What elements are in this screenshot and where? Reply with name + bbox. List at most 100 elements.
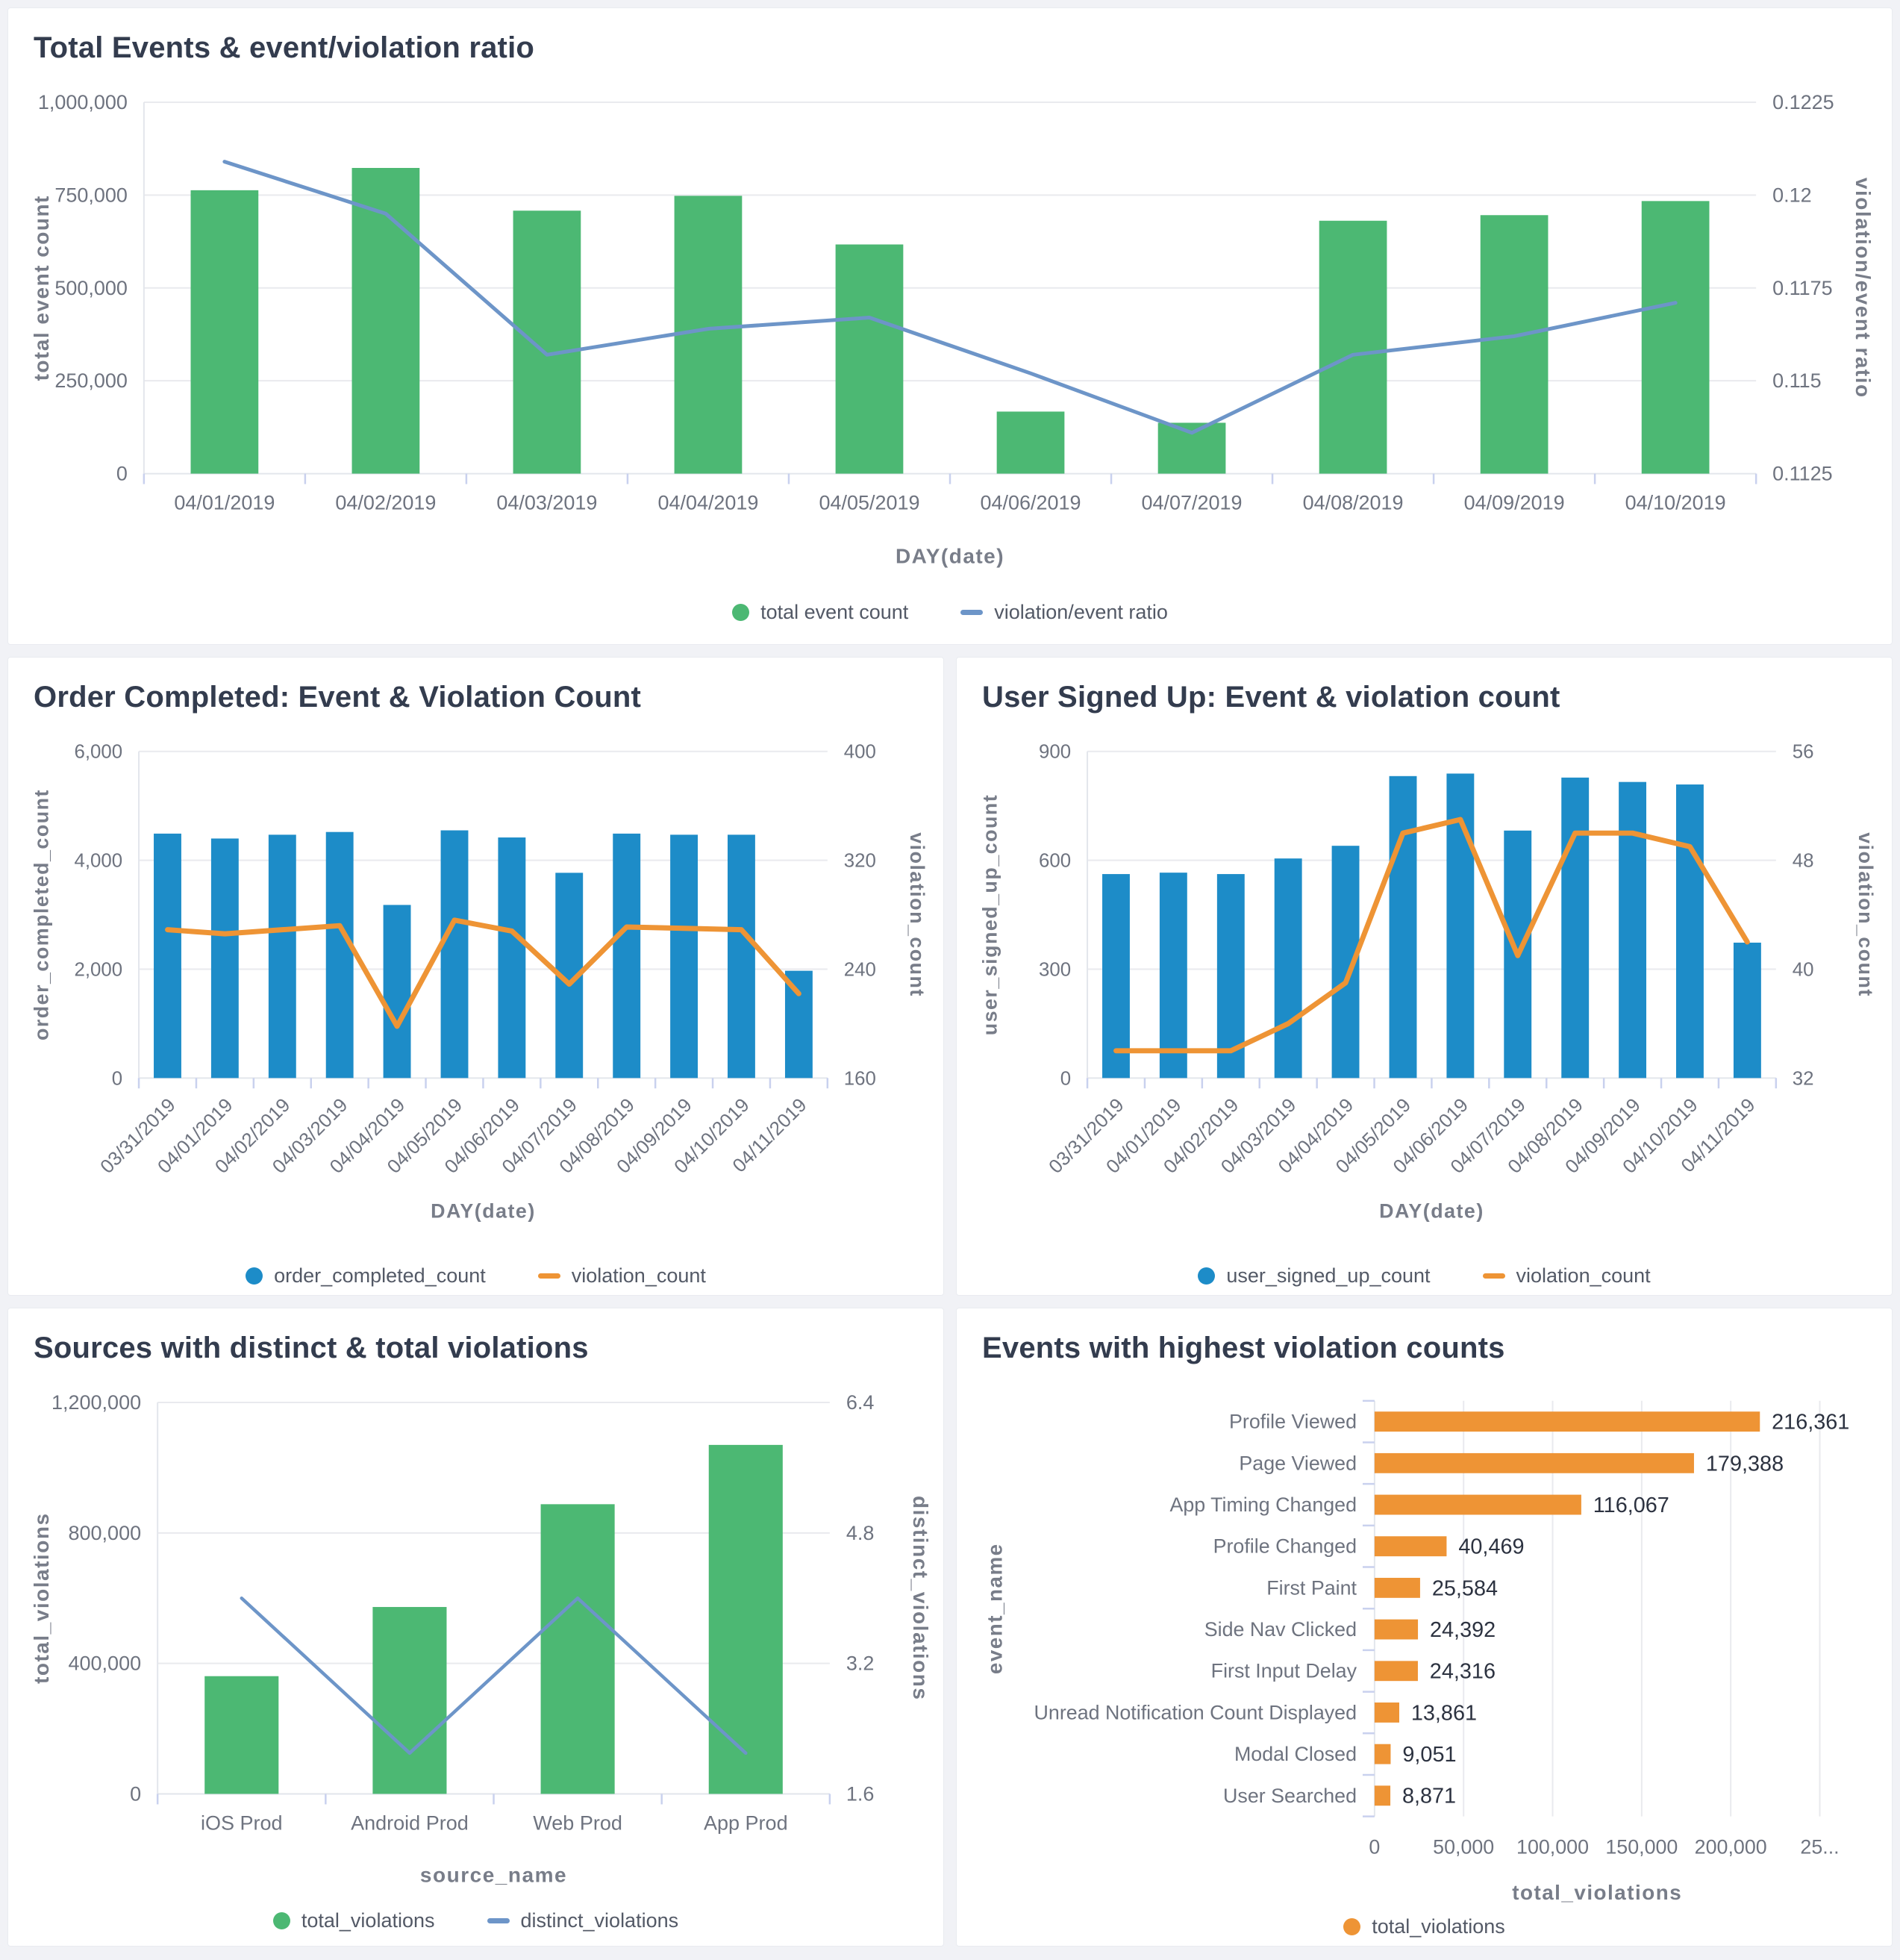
- svg-text:04/04/2019: 04/04/2019: [657, 492, 758, 514]
- svg-text:04/01/2019: 04/01/2019: [174, 492, 275, 514]
- legend-line-icon: [960, 609, 984, 615]
- svg-text:25...: 25...: [1800, 1835, 1839, 1858]
- legend-item-total-event-count[interactable]: total event count: [732, 601, 908, 624]
- svg-text:04/06/2019: 04/06/2019: [981, 492, 1081, 514]
- legend-item-user-signed-up-count[interactable]: user_signed_up_count: [1198, 1264, 1431, 1288]
- legend-dot-icon: [246, 1267, 263, 1285]
- svg-text:48: 48: [1793, 851, 1814, 872]
- svg-text:750,000: 750,000: [54, 184, 128, 206]
- svg-text:DAY(date): DAY(date): [431, 1199, 536, 1222]
- legend-item-order-completed-count[interactable]: order_completed_count: [246, 1264, 486, 1288]
- chart-legend: total_violations distinct_violations: [8, 1902, 943, 1941]
- chart-legend: order_completed_count violation_count: [8, 1256, 943, 1295]
- svg-text:total event count: total event count: [30, 195, 53, 381]
- legend-item-total-violations[interactable]: total_violations: [272, 1909, 435, 1932]
- chart-legend: total_violations: [957, 1907, 1892, 1946]
- svg-text:8,871: 8,871: [1402, 1785, 1456, 1808]
- svg-text:240: 240: [844, 959, 876, 980]
- legend-dot-icon: [1198, 1267, 1216, 1285]
- svg-text:400,000: 400,000: [68, 1652, 141, 1675]
- order-completed-dual-axis-chart[interactable]: 02,0004,0006,00016024032040003/31/201904…: [8, 725, 943, 1253]
- panel-sources: Sources with distinct & total violations…: [7, 1308, 944, 1947]
- svg-text:116,067: 116,067: [1593, 1494, 1669, 1517]
- svg-text:40,469: 40,469: [1458, 1535, 1524, 1559]
- svg-text:First Paint: First Paint: [1266, 1576, 1357, 1599]
- svg-text:Page Viewed: Page Viewed: [1239, 1452, 1357, 1474]
- legend-item-violation-count[interactable]: violation_count: [537, 1264, 706, 1288]
- svg-text:violation/event ratio: violation/event ratio: [1851, 178, 1875, 399]
- top-violation-events-hbar-chart[interactable]: Profile Viewed 216,361 Page Viewed 179,388 A…: [957, 1376, 1892, 1904]
- svg-text:4.8: 4.8: [846, 1522, 875, 1544]
- svg-text:320: 320: [844, 851, 876, 872]
- legend-item-violation-event-ratio[interactable]: violation/event ratio: [960, 601, 1168, 624]
- svg-text:9,051: 9,051: [1402, 1743, 1456, 1767]
- legend-label: total_violations: [301, 1909, 435, 1932]
- svg-text:04/09/2019: 04/09/2019: [1464, 492, 1565, 514]
- legend-dot-icon: [1343, 1917, 1361, 1935]
- chart-legend: user_signed_up_count violation_count: [957, 1256, 1892, 1295]
- svg-text:App Prod: App Prod: [704, 1811, 788, 1834]
- svg-text:0.1175: 0.1175: [1772, 277, 1833, 299]
- chart-title-top-violation-events: Events with highest violation counts: [982, 1332, 1505, 1364]
- svg-text:13,861: 13,861: [1411, 1701, 1477, 1725]
- svg-text:300: 300: [1039, 959, 1071, 980]
- svg-text:3.2: 3.2: [846, 1652, 875, 1675]
- svg-text:0: 0: [116, 463, 128, 485]
- svg-text:1.6: 1.6: [846, 1782, 875, 1805]
- svg-text:Modal Closed: Modal Closed: [1234, 1743, 1357, 1765]
- svg-text:0.1125: 0.1125: [1772, 463, 1833, 485]
- svg-text:distinct_violations: distinct_violations: [909, 1496, 932, 1700]
- svg-text:0.12: 0.12: [1772, 184, 1812, 206]
- legend-line-icon: [1482, 1273, 1505, 1279]
- svg-text:150,000: 150,000: [1605, 1835, 1678, 1858]
- chart-legend: total event count violation/event ratio: [8, 593, 1892, 631]
- svg-text:50,000: 50,000: [1433, 1835, 1494, 1858]
- svg-text:179,388: 179,388: [1706, 1452, 1784, 1476]
- svg-text:04/08/2019: 04/08/2019: [1303, 492, 1404, 514]
- svg-text:0: 0: [1369, 1835, 1380, 1858]
- svg-text:24,316: 24,316: [1430, 1660, 1496, 1684]
- svg-text:04/03/2019: 04/03/2019: [496, 492, 597, 514]
- svg-text:source_name: source_name: [420, 1864, 567, 1887]
- svg-text:0: 0: [1060, 1068, 1071, 1089]
- svg-text:Unread Notification Count Disp: Unread Notification Count Displayed: [1034, 1701, 1357, 1723]
- svg-text:App Timing Changed: App Timing Changed: [1169, 1494, 1357, 1516]
- chart-title-total-events: Total Events & event/violation ratio: [34, 31, 535, 64]
- legend-line-icon: [487, 1918, 510, 1924]
- svg-text:Profile Viewed: Profile Viewed: [1229, 1411, 1357, 1433]
- svg-text:DAY(date): DAY(date): [1379, 1199, 1484, 1222]
- svg-text:6.4: 6.4: [846, 1391, 875, 1414]
- chart-title-user-signed-up: User Signed Up: Event & violation count: [982, 681, 1560, 714]
- svg-text:violation_count: violation_count: [906, 832, 928, 997]
- panel-user-signed-up: User Signed Up: Event & violation count …: [956, 657, 1893, 1296]
- svg-text:2,000: 2,000: [74, 959, 122, 980]
- svg-text:04/02/2019: 04/02/2019: [335, 492, 436, 514]
- legend-label: distinct_violations: [520, 1909, 679, 1932]
- svg-text:event_name: event_name: [984, 1543, 1007, 1674]
- svg-text:total_violations: total_violations: [1512, 1881, 1682, 1904]
- legend-dot-icon: [272, 1912, 290, 1930]
- legend-item-total-violations[interactable]: total_violations: [1343, 1915, 1505, 1938]
- svg-text:user_signed_up_count: user_signed_up_count: [979, 794, 1001, 1036]
- svg-text:200,000: 200,000: [1695, 1835, 1767, 1858]
- legend-label: user_signed_up_count: [1226, 1264, 1431, 1287]
- user-signed-up-dual-axis-chart[interactable]: 03006009003240485603/31/201904/01/201904…: [957, 725, 1892, 1253]
- sources-dual-axis-chart[interactable]: 0 400,000 800,000 1,200,000 1.6 3.2 4.8 6.4 iOS …: [8, 1376, 943, 1899]
- svg-text:order_completed_count: order_completed_count: [31, 789, 53, 1040]
- svg-text:1,200,000: 1,200,000: [51, 1391, 141, 1414]
- legend-label: total_violations: [1372, 1914, 1505, 1938]
- svg-text:0.115: 0.115: [1772, 369, 1822, 392]
- total-events-dual-axis-chart[interactable]: 0 250,000 500,000 750,000 1,000,000 0.1125 0.1…: [8, 75, 1892, 590]
- legend-item-violation-count[interactable]: violation_count: [1482, 1264, 1651, 1288]
- svg-text:First Input Delay: First Input Delay: [1211, 1660, 1357, 1682]
- legend-item-distinct-violations[interactable]: distinct_violations: [487, 1909, 679, 1932]
- legend-label: violation_count: [571, 1264, 706, 1287]
- svg-text:total_violations: total_violations: [30, 1512, 53, 1684]
- legend-dot-icon: [732, 603, 750, 621]
- svg-text:violation_count: violation_count: [1854, 832, 1877, 997]
- svg-text:0: 0: [112, 1068, 122, 1089]
- svg-text:500,000: 500,000: [54, 277, 128, 299]
- svg-text:Side Nav Clicked: Side Nav Clicked: [1204, 1618, 1357, 1641]
- svg-text:400: 400: [844, 742, 876, 763]
- svg-text:800,000: 800,000: [68, 1522, 141, 1544]
